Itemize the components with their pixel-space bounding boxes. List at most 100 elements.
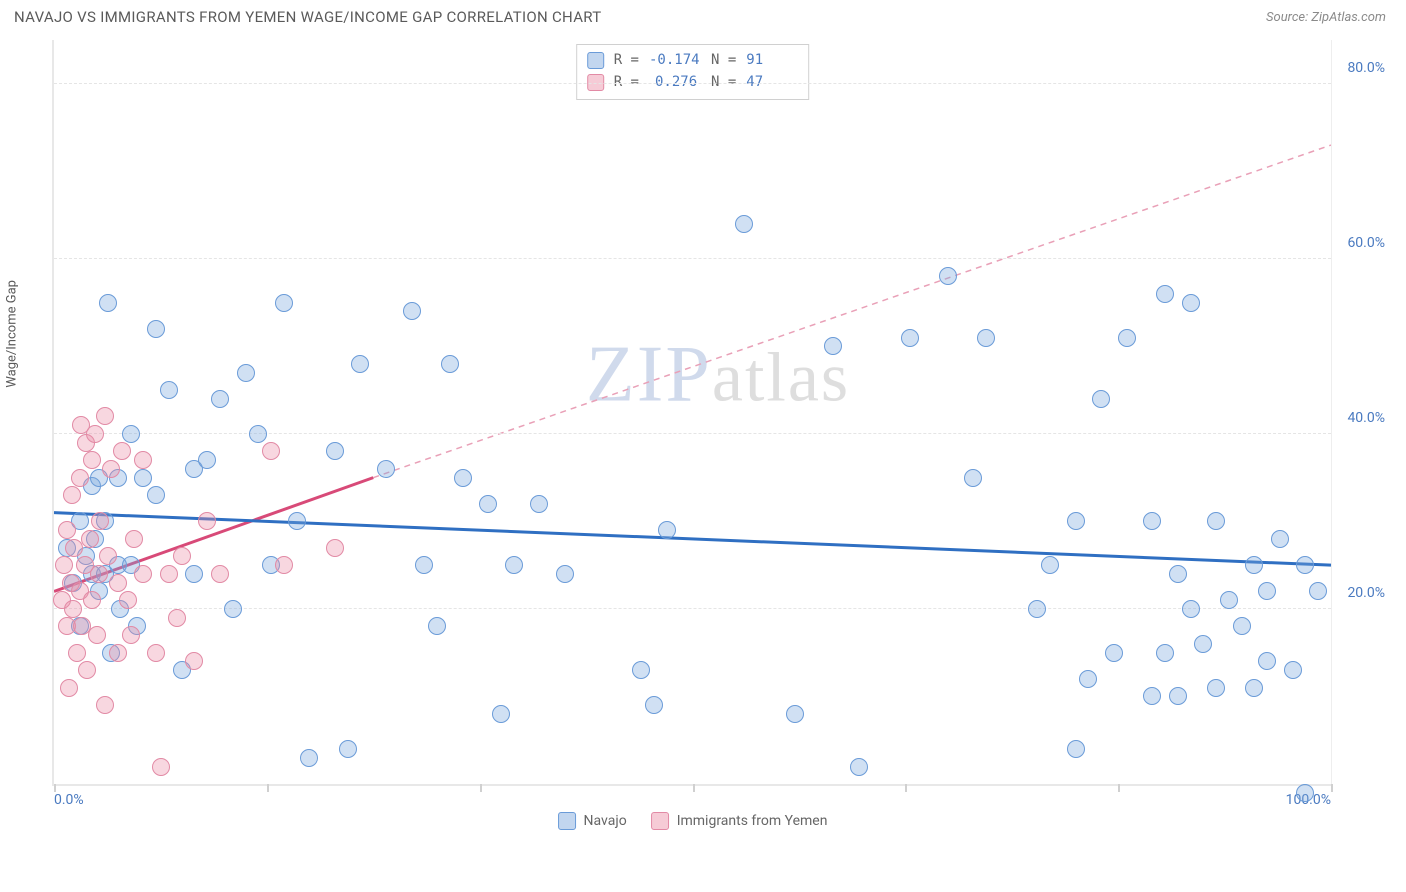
scatter-point	[198, 451, 216, 469]
scatter-point	[83, 451, 101, 469]
scatter-point	[134, 469, 152, 487]
scatter-point	[850, 758, 868, 776]
chart-title: NAVAJO VS IMMIGRANTS FROM YEMEN WAGE/INC…	[14, 8, 602, 26]
y-axis-label: Wage/Income Gap	[5, 280, 20, 388]
scatter-point	[1284, 661, 1302, 679]
scatter-point	[147, 320, 165, 338]
scatter-point	[339, 740, 357, 758]
watermark: ZIPatlas	[586, 329, 850, 420]
scatter-point	[99, 547, 117, 565]
scatter-point	[211, 390, 229, 408]
scatter-point	[1028, 600, 1046, 618]
legend-item-navajo: Navajo	[558, 812, 627, 830]
scatter-point	[147, 644, 165, 662]
scatter-point	[1169, 687, 1187, 705]
scatter-point	[786, 705, 804, 723]
scatter-point	[351, 355, 369, 373]
scatter-point	[505, 556, 523, 574]
scatter-point	[64, 600, 82, 618]
x-tick	[1118, 784, 1120, 792]
scatter-point	[1169, 565, 1187, 583]
scatter-point	[249, 425, 267, 443]
scatter-point	[645, 696, 663, 714]
scatter-point	[63, 486, 81, 504]
scatter-point	[122, 626, 140, 644]
scatter-point	[160, 381, 178, 399]
scatter-point	[1233, 617, 1251, 635]
scatter-point	[275, 294, 293, 312]
legend-swatch-navajo	[558, 812, 576, 830]
scatter-point	[479, 495, 497, 513]
scatter-point	[1296, 784, 1314, 802]
n-value-navajo: 91	[746, 49, 798, 71]
scatter-point	[160, 565, 178, 583]
scatter-point	[211, 565, 229, 583]
scatter-point	[1156, 285, 1174, 303]
scatter-point	[60, 679, 78, 697]
scatter-point	[90, 565, 108, 583]
scatter-point	[83, 591, 101, 609]
gridline-h	[54, 258, 1331, 259]
legend-label-navajo: Navajo	[584, 813, 627, 829]
r-label: R =	[614, 49, 639, 71]
x-tick	[54, 784, 56, 792]
scatter-point	[1194, 635, 1212, 653]
chart-header: NAVAJO VS IMMIGRANTS FROM YEMEN WAGE/INC…	[0, 0, 1406, 34]
scatter-point	[632, 661, 650, 679]
x-tick-label: 0.0%	[54, 792, 84, 808]
scatter-point	[1105, 644, 1123, 662]
scatter-point	[1118, 329, 1136, 347]
scatter-point	[1041, 556, 1059, 574]
scatter-point	[326, 539, 344, 557]
scatter-point	[185, 565, 203, 583]
gridline-h	[54, 83, 1331, 84]
gridline-h	[54, 433, 1331, 434]
x-tick	[1331, 784, 1333, 792]
scatter-point	[55, 556, 73, 574]
scatter-point	[300, 749, 318, 767]
scatter-point	[134, 451, 152, 469]
x-tick	[267, 784, 269, 792]
scatter-point	[224, 600, 242, 618]
scatter-point	[1143, 687, 1161, 705]
scatter-point	[658, 521, 676, 539]
plot-area: ZIPatlas R = -0.174 N = 91 R = 0.276 N =…	[52, 40, 1332, 786]
scatter-point	[1182, 600, 1200, 618]
scatter-point	[964, 469, 982, 487]
scatter-point	[99, 294, 117, 312]
scatter-point	[1258, 582, 1276, 600]
trend-line	[54, 513, 1331, 566]
scatter-point	[428, 617, 446, 635]
scatter-point	[185, 652, 203, 670]
scatter-point	[1296, 556, 1314, 574]
scatter-point	[288, 512, 306, 530]
scatter-point	[86, 425, 104, 443]
scatter-point	[122, 425, 140, 443]
chart-source: Source: ZipAtlas.com	[1266, 10, 1386, 25]
scatter-point	[1309, 582, 1327, 600]
scatter-point	[1220, 591, 1238, 609]
scatter-point	[134, 565, 152, 583]
scatter-point	[102, 460, 120, 478]
scatter-point	[58, 521, 76, 539]
scatter-point	[735, 215, 753, 233]
scatter-point	[71, 469, 89, 487]
y-tick-label: 80.0%	[1347, 60, 1385, 76]
trend-line	[373, 145, 1331, 478]
scatter-point	[88, 626, 106, 644]
scatter-point	[441, 355, 459, 373]
scatter-point	[492, 705, 510, 723]
scatter-point	[68, 644, 86, 662]
watermark-zip: ZIP	[586, 330, 712, 418]
scatter-point	[1156, 644, 1174, 662]
scatter-point	[824, 337, 842, 355]
scatter-point	[415, 556, 433, 574]
scatter-point	[1143, 512, 1161, 530]
correlation-stats-box: R = -0.174 N = 91 R = 0.276 N = 47	[576, 44, 810, 100]
x-tick	[905, 784, 907, 792]
scatter-point	[1207, 679, 1225, 697]
scatter-point	[326, 442, 344, 460]
trend-lines-svg	[54, 40, 1331, 784]
scatter-point	[377, 460, 395, 478]
x-tick	[480, 784, 482, 792]
